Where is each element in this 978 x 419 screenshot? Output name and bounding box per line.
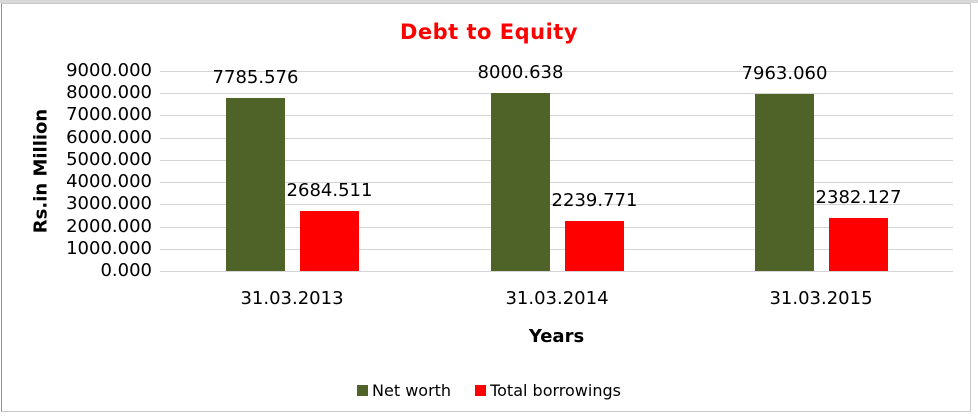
legend-item-net-worth: Net worth (357, 381, 451, 400)
y-axis-tick-label: 7000.000 (66, 104, 152, 125)
y-axis-tick-label: 4000.000 (66, 171, 152, 192)
gridline (160, 93, 953, 94)
y-axis-tick-label: 0.000 (100, 260, 152, 281)
y-axis-tick-label: 5000.000 (66, 149, 152, 170)
x-axis-category-label: 31.03.2013 (240, 288, 344, 309)
y-axis-tick-label: 1000.000 (66, 238, 152, 259)
legend-swatch-net-worth (357, 385, 369, 396)
data-label-net-worth-31-03-2014: 8000.638 (477, 62, 564, 83)
data-label-total-borrowings-31-03-2014: 2239.771 (551, 190, 638, 211)
y-axis-tick-label: 3000.000 (66, 193, 152, 214)
y-axis-tick-label: 6000.000 (66, 127, 152, 148)
y-axis-tick-label: 2000.000 (66, 216, 152, 237)
bar-net-worth-31-03-2014 (491, 93, 550, 271)
window-top-border (0, 0, 978, 3)
bar-net-worth-31-03-2013 (226, 98, 285, 271)
gridline (160, 227, 953, 228)
legend: Net worth Total borrowings (0, 381, 978, 400)
bar-total-borrowings-31-03-2013 (300, 211, 359, 271)
bar-total-borrowings-31-03-2014 (565, 221, 624, 271)
gridline (160, 271, 953, 272)
bar-total-borrowings-31-03-2015 (829, 218, 888, 271)
legend-label: Total borrowings (490, 381, 621, 400)
x-axis-category-label: 31.03.2014 (505, 288, 609, 309)
gridline (160, 204, 953, 205)
gridline (160, 182, 953, 183)
x-axis-title: Years (528, 326, 585, 347)
y-axis-tick-label: 9000.000 (66, 60, 152, 81)
gridline (160, 160, 953, 161)
gridline (160, 115, 953, 116)
data-label-total-borrowings-31-03-2013: 2684.511 (286, 180, 373, 201)
data-label-total-borrowings-31-03-2015: 2382.127 (815, 187, 902, 208)
data-label-net-worth-31-03-2015: 7963.060 (741, 63, 828, 84)
plot-area: 7785.576 2684.511 8000.638 2239.771 7963.060… (160, 63, 953, 272)
chart-title: Debt to Equity (399, 20, 579, 44)
legend-label: Net worth (372, 381, 452, 400)
gridline (160, 249, 953, 250)
gridline (160, 138, 953, 139)
bar-net-worth-31-03-2015 (755, 94, 814, 271)
data-label-net-worth-31-03-2013: 7785.576 (212, 67, 299, 88)
y-axis-tick-label: 8000.000 (66, 82, 152, 103)
x-axis-category-label: 31.03.2015 (769, 288, 873, 309)
gridline (160, 71, 953, 72)
legend-item-total-borrowings: Total borrowings (475, 381, 621, 400)
legend-swatch-total-borrowings (475, 385, 487, 396)
